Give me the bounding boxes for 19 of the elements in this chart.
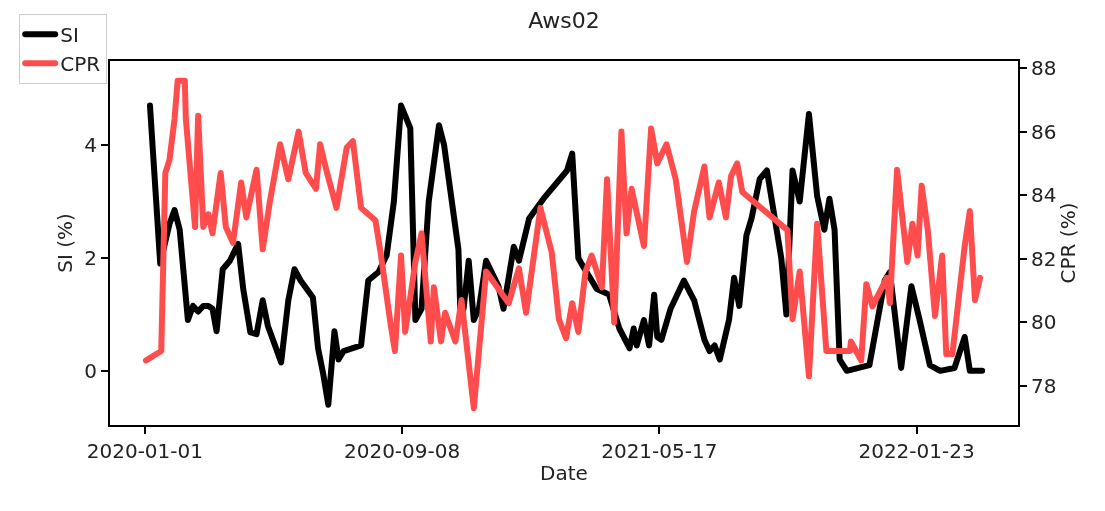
y2-tick-label: 86 [1031, 119, 1057, 144]
x-tick-label: 2021-05-17 [601, 439, 718, 463]
y2-tick-label: 80 [1031, 310, 1057, 335]
y2-tick-label: 84 [1031, 183, 1057, 208]
y2-axis-title: CPR (%) [1056, 202, 1081, 284]
y-axis-title: SI (%) [53, 213, 78, 273]
x-tick-label: 2022-01-23 [858, 439, 975, 463]
x-tick-label: 2020-09-08 [343, 439, 461, 463]
legend-label: SI [60, 22, 79, 47]
y2-tick-label: 82 [1031, 246, 1057, 271]
legend-label: CPR [60, 51, 101, 76]
y-tick-label: 0 [84, 358, 97, 383]
y2-tick-label: 88 [1031, 55, 1057, 80]
y-tick-label: 2 [84, 245, 97, 270]
y-tick-label: 4 [84, 133, 97, 158]
chart-title: Aws02 [528, 8, 600, 34]
x-axis-title: Date [540, 461, 588, 485]
x-tick-label: 2020-01-01 [86, 439, 203, 463]
y2-tick-label: 78 [1031, 373, 1057, 398]
